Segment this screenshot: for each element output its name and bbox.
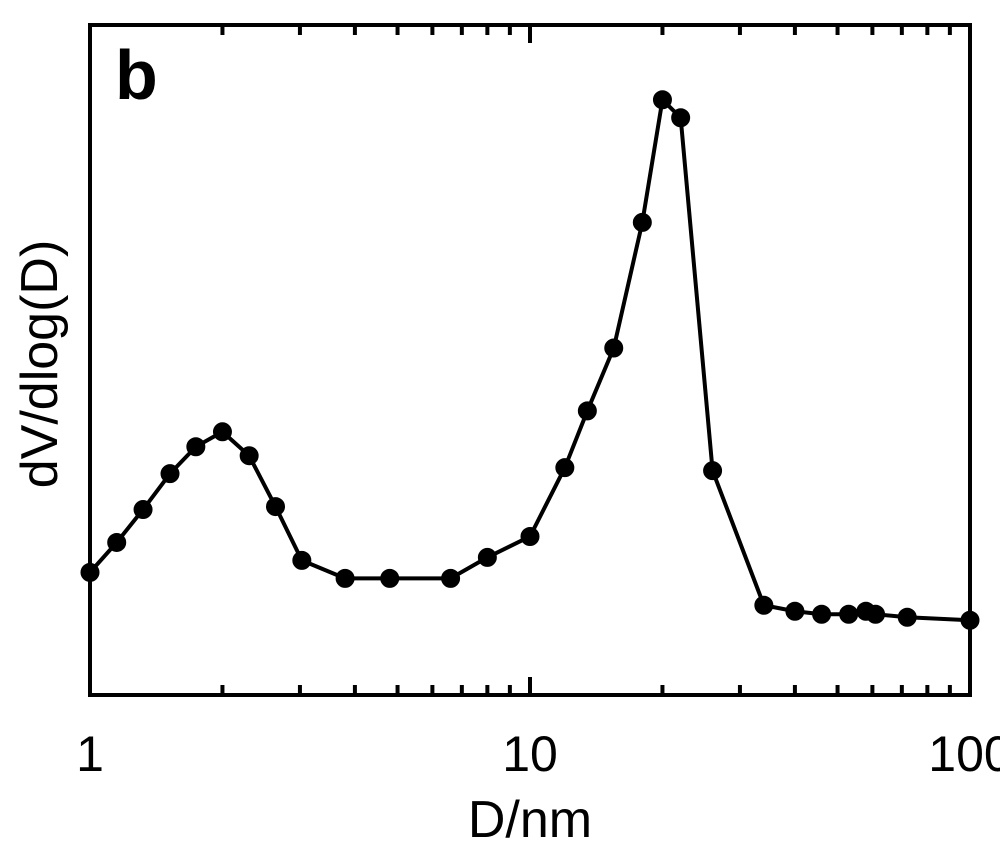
x-axis-label: D/nm [380, 790, 680, 850]
panel-label: b [115, 35, 158, 115]
chart-container: b D/nm dV/dlog(D) 110100 [0, 0, 1000, 843]
x-tick-label: 10 [502, 725, 558, 783]
x-tick-label: 1 [76, 725, 104, 783]
x-tick-label: 100 [928, 725, 1000, 783]
y-axis-label: dV/dlog(D) [10, 164, 70, 564]
plot-area [90, 25, 970, 695]
plot-svg [90, 25, 970, 695]
